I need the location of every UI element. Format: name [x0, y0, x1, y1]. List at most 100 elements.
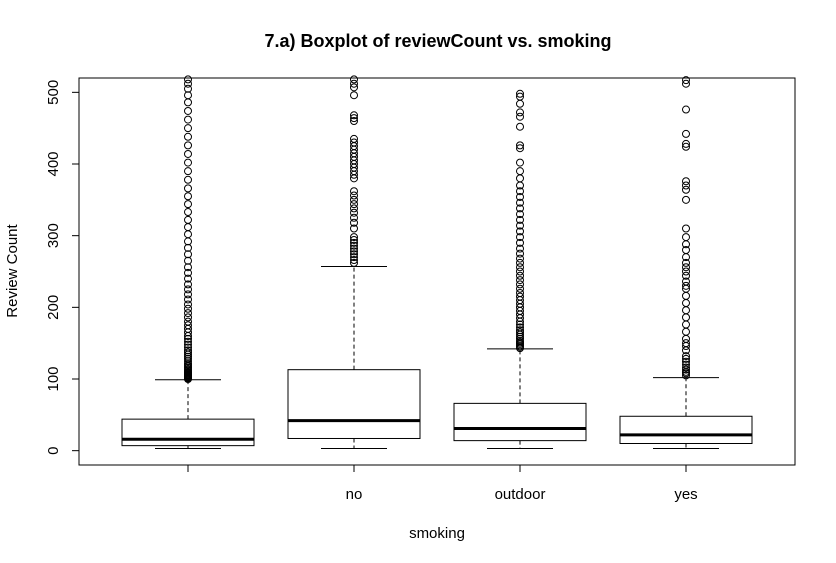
outlier-point — [184, 149, 192, 158]
outlier-point — [184, 230, 192, 239]
outlier-point — [184, 106, 192, 115]
outlier-point — [682, 313, 690, 322]
outlier-point — [516, 289, 524, 297]
outlier-point — [184, 158, 192, 167]
outlier-point — [682, 277, 690, 286]
outlier-point — [516, 280, 524, 289]
outlier-point — [516, 244, 524, 253]
iqr-box — [453, 402, 587, 442]
outlier-point — [516, 320, 524, 329]
outlier-point — [184, 215, 192, 224]
outlier-point — [184, 334, 192, 343]
outlier-point — [682, 105, 690, 114]
outlier-point — [184, 175, 192, 184]
y-tick-label: 300 — [45, 223, 62, 248]
outlier-point — [516, 337, 524, 346]
outlier-point — [350, 83, 358, 92]
outlier-point — [516, 204, 524, 213]
outlier-point — [350, 253, 358, 262]
outlier-point — [682, 129, 690, 138]
outlier-point — [184, 346, 192, 355]
box-group — [619, 76, 753, 450]
outlier-point — [350, 247, 358, 256]
outlier-point — [516, 89, 524, 98]
outlier-point — [516, 258, 524, 267]
outlier-point — [184, 141, 192, 150]
outlier-point — [516, 328, 524, 337]
outlier-point — [184, 124, 192, 133]
outlier-point — [184, 340, 192, 349]
outlier-point — [184, 79, 192, 88]
outlier-point — [184, 343, 192, 352]
outlier-point — [184, 304, 192, 313]
box-group — [287, 75, 421, 450]
outlier-point — [350, 241, 358, 250]
outlier-point — [682, 352, 690, 361]
outlier-point — [350, 233, 358, 242]
outlier-point — [682, 258, 690, 267]
outlier-point — [682, 224, 690, 233]
outlier-point — [516, 276, 524, 285]
outlier-point — [350, 250, 358, 259]
chart-title: 7.a) Boxplot of reviewCount vs. smoking — [264, 31, 611, 51]
x-tick-label: yes — [674, 486, 697, 503]
outlier-point — [516, 144, 524, 153]
outlier-point — [516, 323, 524, 332]
outlier-point — [184, 300, 192, 309]
outlier-point — [516, 221, 524, 230]
outlier-point — [184, 295, 192, 304]
outlier-point — [516, 233, 524, 242]
y-tick-label: 100 — [45, 366, 62, 391]
outlier-point — [682, 267, 690, 276]
outlier-point — [350, 187, 358, 196]
outlier-point — [184, 280, 192, 289]
outlier-point — [184, 285, 192, 294]
outlier-point — [184, 243, 192, 252]
outlier-point — [682, 334, 690, 343]
outlier-point — [184, 167, 192, 176]
outlier-point — [516, 271, 524, 280]
outlier-point — [682, 246, 690, 254]
outlier-point — [350, 256, 358, 265]
iqr-box — [287, 369, 421, 439]
outlier-point — [516, 267, 524, 276]
y-tick-label: 500 — [45, 80, 62, 105]
outlier-point — [184, 256, 192, 265]
outlier-point — [184, 98, 192, 107]
outlier-point — [350, 244, 358, 253]
outlier-point — [350, 91, 358, 100]
outlier-point — [682, 271, 690, 280]
outlier-point — [184, 321, 192, 330]
outlier-point — [516, 332, 524, 341]
outlier-point — [682, 339, 690, 348]
outlier-point — [184, 352, 192, 361]
outlier-point — [184, 84, 192, 93]
outlier-point — [184, 200, 192, 209]
y-axis: 0 100 200 300 400 500 — [45, 80, 79, 455]
outlier-point — [682, 360, 690, 369]
outlier-point — [682, 263, 690, 272]
outlier-point — [516, 227, 524, 236]
outlier-point — [516, 192, 524, 201]
x-tick-label: outdoor — [495, 486, 546, 503]
outlier-point — [516, 112, 524, 121]
outlier-point — [682, 357, 690, 366]
outlier-point — [184, 357, 192, 366]
outlier-point — [682, 365, 690, 374]
outlier-point — [350, 224, 358, 233]
outlier-point — [184, 192, 192, 201]
outlier-point — [682, 371, 690, 380]
outlier-point — [350, 138, 358, 147]
outlier-point — [350, 218, 358, 227]
outlier-point — [682, 306, 690, 315]
outlier-point — [682, 177, 690, 186]
outlier-point — [184, 237, 192, 246]
outlier-point — [350, 204, 358, 213]
outlier-point — [184, 309, 192, 318]
outlier-point — [516, 187, 524, 196]
outlier-point — [350, 200, 358, 209]
x-axis: no outdoor yes — [187, 465, 698, 503]
outlier-point — [184, 313, 192, 322]
outlier-point — [682, 363, 690, 372]
